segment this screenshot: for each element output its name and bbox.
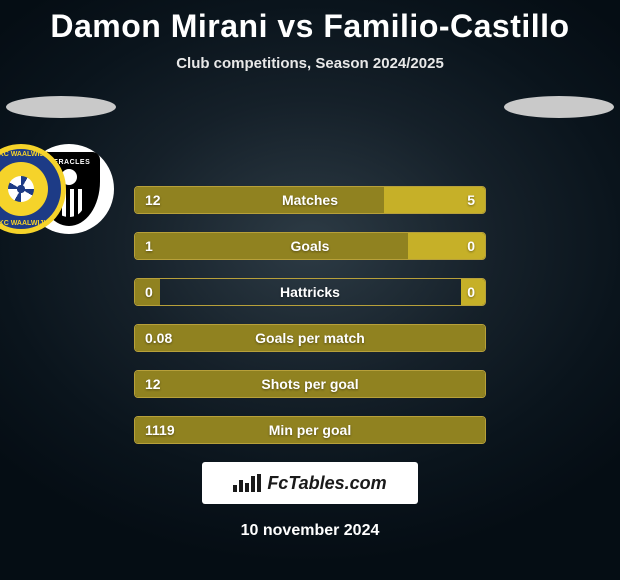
stat-row: 1119Min per goal <box>134 416 486 444</box>
stat-row: 12Shots per goal <box>134 370 486 398</box>
date-text: 10 november 2024 <box>0 522 620 540</box>
stat-label: Min per goal <box>135 417 485 443</box>
stat-label: Matches <box>135 187 485 213</box>
content-area: HERACLES RKC WAALWIJK RKC WAALWIJK 125Ma… <box>0 96 620 540</box>
stat-row: 10Goals <box>134 232 486 260</box>
bar-chart-icon <box>233 474 261 492</box>
player-a-shadow <box>6 96 116 118</box>
rkc-text-bottom: RKC WAALWIJK <box>0 220 61 227</box>
page-title: Damon Mirani vs Familio-Castillo <box>0 0 620 45</box>
stat-row: 125Matches <box>134 186 486 214</box>
stat-label: Goals per match <box>135 325 485 351</box>
subtitle: Club competitions, Season 2024/2025 <box>0 55 620 72</box>
watermark: FcTables.com <box>202 462 418 504</box>
player-b-shadow <box>504 96 614 118</box>
rkc-text-top: RKC WAALWIJK <box>0 151 61 158</box>
stat-label: Hattricks <box>135 279 485 305</box>
stat-label: Goals <box>135 233 485 259</box>
rkc-ring-text: RKC WAALWIJK RKC WAALWIJK <box>0 149 61 229</box>
stat-label: Shots per goal <box>135 371 485 397</box>
stat-row: 0.08Goals per match <box>134 324 486 352</box>
watermark-text: FcTables.com <box>267 473 386 494</box>
stat-bars-container: 125Matches 10Goals 00Hattricks 0.08Goals pe… <box>134 186 486 444</box>
team-b-logo: RKC WAALWIJK RKC WAALWIJK <box>0 144 66 234</box>
stat-row: 00Hattricks <box>134 278 486 306</box>
